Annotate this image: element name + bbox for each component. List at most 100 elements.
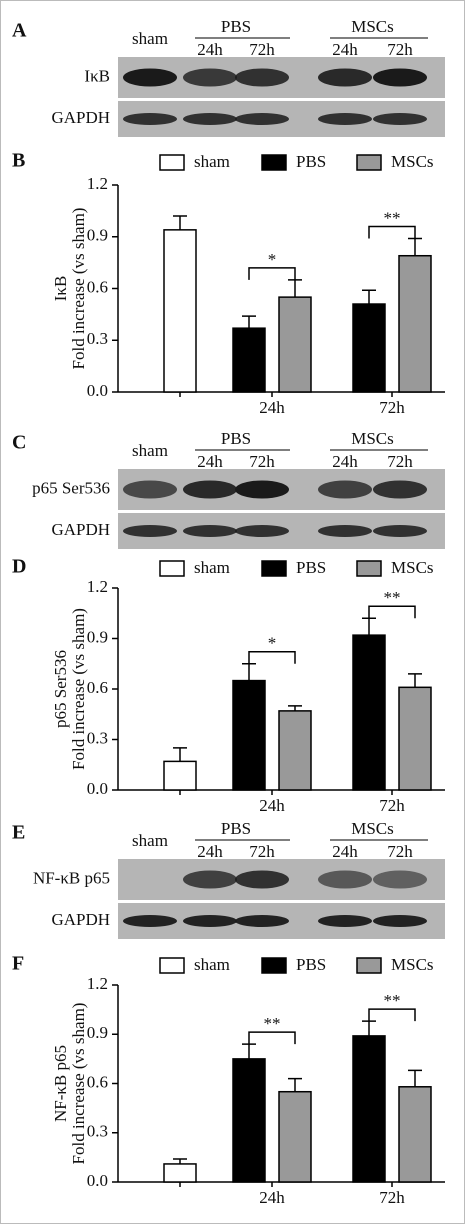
group-label: MSCs — [351, 17, 394, 36]
bar — [398, 254, 432, 393]
time-label: 72h — [249, 40, 275, 59]
legend-swatch — [356, 154, 382, 171]
band — [373, 113, 427, 125]
y-tick-label: 0.3 — [87, 329, 108, 348]
band — [183, 113, 237, 125]
y-tick-label: 0.3 — [87, 1122, 108, 1141]
group-label: MSCs — [351, 429, 394, 448]
time-label: 24h — [197, 40, 223, 59]
error-bar — [362, 1020, 376, 1036]
error-bar — [242, 315, 256, 329]
band — [123, 113, 177, 125]
time-label: 72h — [249, 452, 275, 471]
bar — [163, 760, 197, 791]
band — [183, 68, 237, 87]
legend-label: sham — [194, 558, 230, 577]
band — [235, 113, 289, 125]
band — [318, 113, 372, 125]
bar — [398, 686, 432, 791]
error-bar — [408, 673, 422, 688]
y-tick-label: 0.0 — [87, 779, 108, 798]
y-axis-label: IκB — [51, 276, 70, 302]
time-label: 72h — [249, 842, 275, 861]
x-tick-label: 24h — [259, 398, 285, 417]
legend-swatch — [356, 957, 382, 974]
significance-label: ** — [384, 588, 401, 607]
band — [235, 915, 289, 927]
band — [123, 480, 177, 499]
band — [235, 68, 289, 87]
significance-label: ** — [264, 1014, 281, 1033]
band — [123, 68, 177, 87]
band — [123, 915, 177, 927]
legend-label: PBS — [296, 152, 326, 171]
bar — [278, 296, 312, 393]
lane-label: sham — [132, 831, 168, 850]
band — [183, 870, 237, 889]
y-tick-label: 1.2 — [87, 174, 108, 193]
panel-label: B — [12, 150, 25, 172]
band — [373, 68, 427, 87]
x-tick-label: 24h — [259, 796, 285, 815]
bar — [232, 1058, 266, 1183]
bar — [232, 327, 266, 393]
row-label: GAPDH — [51, 910, 110, 929]
band — [318, 480, 372, 499]
y-axis-label: Fold increase (vs sham) — [69, 608, 88, 770]
group-label: PBS — [221, 429, 251, 448]
band — [318, 915, 372, 927]
significance-bracket — [368, 1008, 416, 1022]
y-axis-label: Fold increase (vs sham) — [69, 1003, 88, 1165]
lane-label: sham — [132, 29, 168, 48]
significance-label: ** — [384, 208, 401, 227]
band — [373, 525, 427, 537]
x-tick-label: 24h — [259, 1188, 285, 1207]
legend-swatch — [159, 957, 185, 974]
band — [235, 870, 289, 889]
legend-label: sham — [194, 955, 230, 974]
band — [373, 480, 427, 499]
time-label: 72h — [387, 842, 413, 861]
band — [183, 525, 237, 537]
group-label: PBS — [221, 17, 251, 36]
significance-bracket — [368, 225, 416, 239]
error-bar — [362, 289, 376, 305]
legend-swatch — [261, 154, 287, 171]
row-label: GAPDH — [51, 520, 110, 539]
panel-label: D — [12, 556, 26, 578]
band — [373, 870, 427, 889]
bar — [232, 679, 266, 791]
y-axis-label: NF-κB p65 — [51, 1045, 70, 1122]
group-label: PBS — [221, 819, 251, 838]
legend-swatch — [261, 560, 287, 577]
legend-label: sham — [194, 152, 230, 171]
row-label: GAPDH — [51, 108, 110, 127]
error-bar — [173, 1158, 187, 1164]
error-bar — [173, 215, 187, 230]
x-tick-label: 72h — [379, 1188, 405, 1207]
significance-label: * — [268, 634, 277, 653]
bar — [352, 634, 386, 791]
significance-bracket — [368, 605, 416, 619]
band — [318, 68, 372, 87]
y-tick-label: 0.0 — [87, 381, 108, 400]
legend-label: MSCs — [391, 558, 434, 577]
group-label: MSCs — [351, 819, 394, 838]
legend-swatch — [159, 154, 185, 171]
row-label: NF-κB p65 — [33, 868, 110, 887]
bar — [398, 1086, 432, 1183]
y-tick-label: 1.2 — [87, 974, 108, 993]
legend-label: MSCs — [391, 955, 434, 974]
row-label: IκB — [84, 66, 110, 85]
significance-label: ** — [384, 991, 401, 1010]
time-label: 24h — [332, 452, 358, 471]
band — [183, 915, 237, 927]
bar — [163, 229, 197, 393]
legend-swatch — [261, 957, 287, 974]
band — [123, 525, 177, 537]
x-tick-label: 72h — [379, 796, 405, 815]
time-label: 24h — [332, 40, 358, 59]
y-tick-label: 0.6 — [87, 277, 108, 296]
